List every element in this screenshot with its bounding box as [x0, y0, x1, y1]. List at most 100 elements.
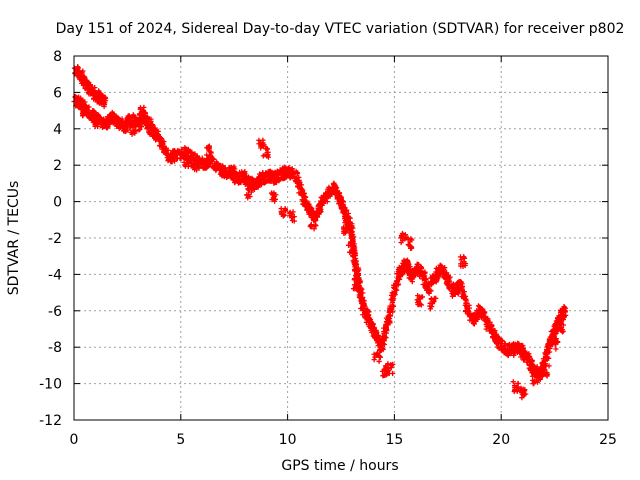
data-point [427, 303, 433, 309]
y-tick-label: -10 [39, 377, 62, 393]
y-tick-label: -2 [48, 231, 62, 247]
data-point [399, 230, 406, 237]
data-point [429, 281, 435, 287]
data-point [447, 274, 453, 280]
data-point [352, 262, 358, 269]
data-point [244, 192, 250, 198]
data-point [311, 226, 317, 232]
data-point [534, 379, 541, 385]
y-tick-label: 4 [53, 122, 62, 138]
data-point [458, 284, 464, 290]
data-point [291, 214, 297, 220]
x-tick-label: 5 [176, 432, 185, 448]
data-point [287, 211, 293, 217]
data-point [362, 303, 368, 309]
data-point [283, 208, 289, 214]
data-point [415, 293, 421, 299]
data-point [82, 74, 88, 81]
data-point [560, 322, 567, 328]
data-point [313, 223, 319, 229]
data-point [553, 327, 559, 333]
data-point [260, 137, 266, 143]
y-tick-label: 6 [53, 85, 62, 101]
data-point [288, 215, 295, 221]
data-point [188, 163, 194, 169]
data-point [279, 211, 285, 217]
data-point [81, 73, 87, 80]
data-point [394, 287, 400, 293]
data-point [300, 187, 306, 193]
data-point [210, 155, 216, 162]
data-point [82, 106, 88, 113]
data-point [357, 288, 363, 294]
data-point [247, 184, 253, 191]
data-point [207, 152, 213, 159]
data-point [266, 168, 272, 175]
data-point [101, 94, 107, 100]
data-point [181, 159, 187, 165]
x-tick-label: 20 [492, 432, 510, 448]
data-point [304, 198, 310, 204]
data-point [356, 280, 362, 286]
data-point [255, 184, 261, 190]
data-point [386, 312, 393, 318]
data-point [289, 217, 296, 224]
data-point [458, 257, 464, 263]
data-point [265, 152, 271, 158]
data-point [89, 114, 96, 120]
data-point [407, 245, 414, 251]
data-point [405, 263, 411, 269]
data-point [90, 119, 97, 126]
y-axis-label: SDTVAR / TECUs [6, 181, 22, 296]
data-point [264, 146, 270, 152]
data-point [186, 160, 192, 166]
x-tick-label: 25 [599, 432, 617, 448]
x-axis-label: GPS time / hours [281, 458, 398, 474]
data-point [489, 323, 495, 329]
data-point [351, 276, 358, 282]
data-point [206, 145, 212, 152]
tick-labels: 0 5 10 15 20 25 -12 -10 -8 -6 -4 -2 0 2 4 6 8 [39, 49, 617, 448]
data-point [395, 281, 401, 287]
data-point [446, 279, 453, 285]
data-point [404, 257, 411, 263]
data-point [258, 141, 264, 147]
data-point [290, 209, 296, 215]
data-point [162, 146, 168, 152]
data-point [382, 334, 388, 340]
data-point [143, 120, 149, 126]
data-point [342, 204, 348, 211]
data-point [139, 109, 146, 115]
data-point [384, 371, 390, 377]
data-point [386, 370, 392, 377]
data-point [459, 261, 466, 267]
data-point [184, 156, 190, 162]
data-point [383, 364, 389, 370]
data-point [131, 130, 137, 136]
data-point [378, 344, 385, 351]
data-point [141, 104, 147, 110]
data-point [312, 216, 318, 222]
data-point [405, 237, 411, 243]
data-point [505, 352, 511, 359]
data-point [427, 287, 433, 293]
data-point [101, 103, 107, 110]
data-point [365, 313, 372, 319]
data-point [390, 303, 396, 309]
data-point [457, 254, 464, 260]
data-point [208, 159, 214, 165]
data-point [125, 113, 131, 119]
y-tick-label: -8 [48, 340, 62, 356]
data-point [560, 328, 566, 335]
data-point [515, 380, 521, 386]
data-point [422, 273, 428, 279]
data-point [191, 165, 198, 171]
data-point [107, 121, 113, 127]
data-point [137, 112, 143, 118]
data-point [296, 174, 302, 180]
y-tick-label: -12 [39, 413, 62, 429]
data-point [431, 295, 438, 302]
data-point [556, 326, 562, 332]
data-point [270, 195, 276, 201]
